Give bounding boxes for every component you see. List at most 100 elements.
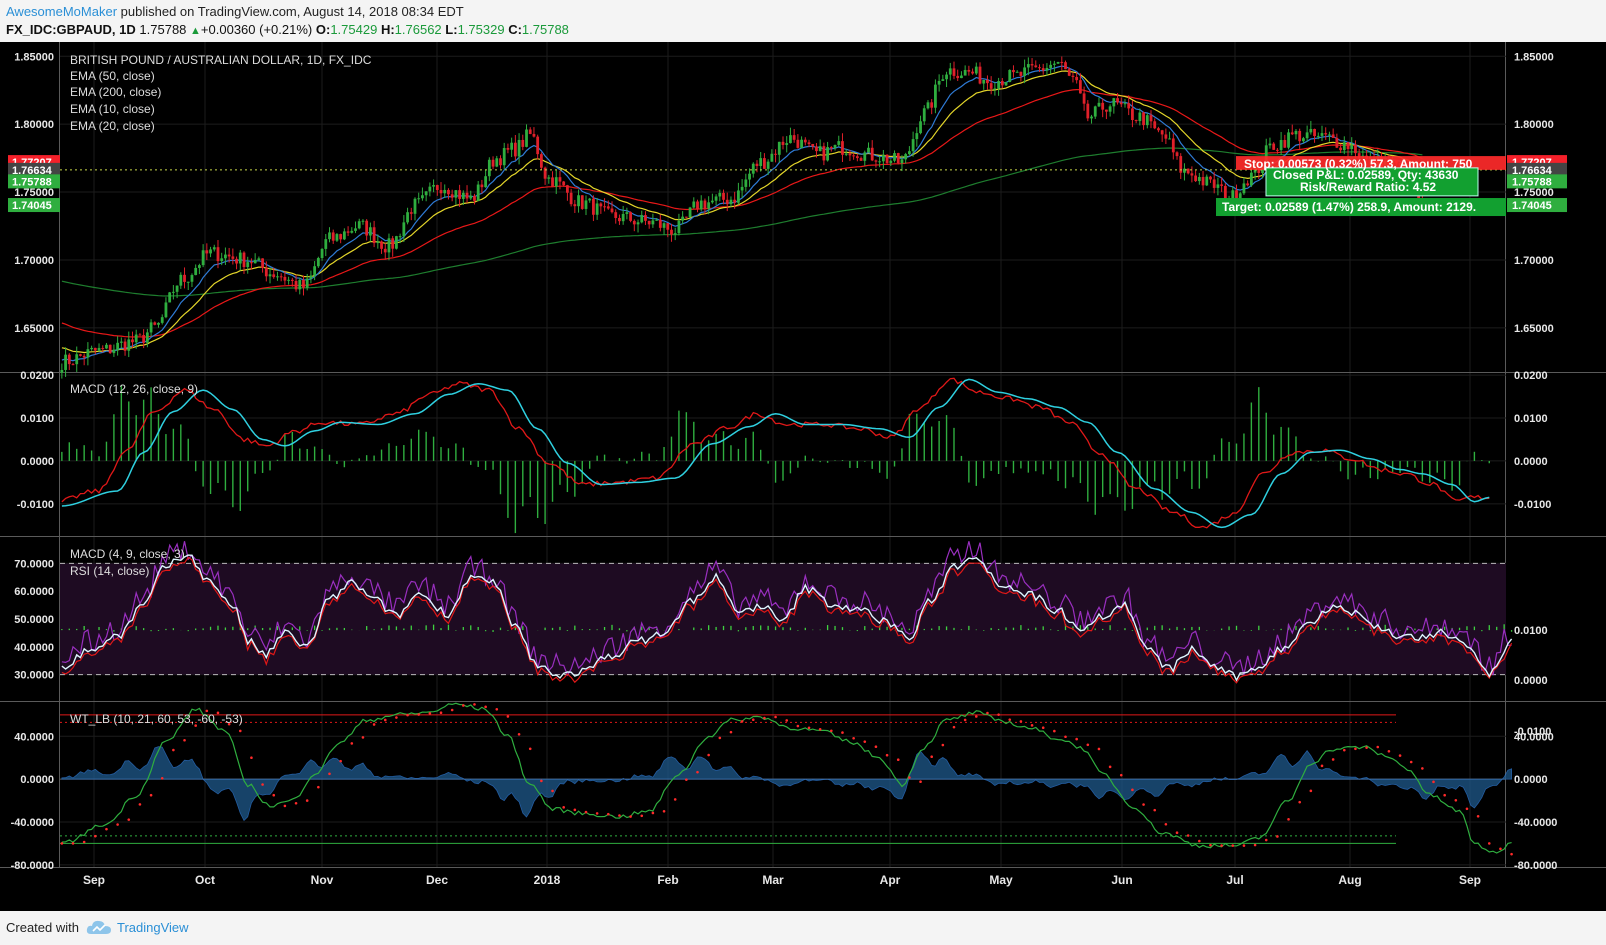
legend-ema10: EMA (10, close) [70, 102, 155, 116]
candle-body [517, 139, 521, 157]
candle-body [1186, 168, 1190, 174]
wt2-dot [1119, 773, 1123, 777]
candle-body [710, 200, 714, 203]
created-with-text: Created with [6, 920, 79, 935]
candle-body [1290, 132, 1294, 135]
candle-body [781, 141, 785, 145]
candle-body [67, 354, 71, 365]
x-tick-label: Feb [657, 873, 678, 887]
candle-body [1038, 67, 1041, 69]
wt2-dot [1376, 745, 1380, 749]
macd-tick-right: 0.0200 [1514, 370, 1548, 382]
candle-body [1313, 128, 1316, 137]
candle-body [1305, 132, 1309, 139]
macd2-signal-line [61, 556, 1513, 684]
rsi-tick-left: 40.0000 [14, 642, 54, 654]
candle-body [547, 177, 551, 179]
candle-body [896, 153, 900, 164]
candle-body [692, 201, 696, 208]
candle-body [1090, 116, 1093, 119]
macd-tick-right: -0.0100 [1514, 499, 1551, 511]
candle-body [1134, 120, 1138, 122]
candle-body [532, 133, 536, 137]
candle-body [618, 217, 621, 222]
tradingview-link[interactable]: TradingView [117, 920, 189, 935]
macd-tick-left: 0.0100 [20, 413, 54, 425]
pnl-box [1265, 167, 1479, 197]
candle-body [1071, 75, 1075, 77]
candle-body [64, 354, 67, 370]
wt-diff-area [61, 746, 1513, 822]
candle-body [859, 158, 863, 161]
wt-tick-left: 0.0000 [20, 774, 54, 786]
candle-body [1287, 132, 1290, 148]
author-link[interactable]: AwesomeMoMaker [6, 4, 118, 19]
left-price-label-text: 1.76634 [12, 165, 53, 177]
ema200-line [61, 147, 1423, 297]
candle-body [1060, 61, 1064, 63]
candle-body [1175, 152, 1179, 157]
wt2-dot [685, 778, 688, 781]
candle-body [867, 147, 870, 153]
candle-body [298, 279, 302, 290]
candle-body [1056, 61, 1060, 64]
candle-body [1201, 177, 1205, 186]
candle-body [1019, 71, 1023, 76]
candle-body [246, 262, 250, 268]
candle-body [588, 198, 592, 201]
candle-body [621, 213, 625, 222]
candle-body [499, 158, 502, 166]
rsi-pane [60, 541, 1513, 684]
candle-body [792, 135, 796, 140]
wt2-dot [1432, 780, 1435, 784]
chart-area[interactable]: Sep Oct Nov Dec 2018 Feb Mar Apr May Jun Jul Aug Sep… [0, 42, 1606, 911]
candle-body [941, 79, 945, 81]
candle-body [592, 198, 595, 215]
legends: BRITISH POUND / AUSTRALIAN DOLLAR, 1D, F… [70, 53, 372, 726]
price-label-text: 1.74045 [1512, 200, 1552, 212]
stop-label: Stop: 0.00573 (0.32%) 57.3, Amount: 750 [1244, 157, 1473, 171]
price-tick-right: 1.85000 [1514, 51, 1554, 63]
candle-body [1346, 142, 1350, 150]
position-tool[interactable]: Stop: 0.00573 (0.32%) 57.3, Amount: 750C… [1216, 156, 1506, 217]
candle-body [603, 206, 606, 208]
candle-body [432, 185, 435, 187]
candle-body [543, 167, 547, 179]
candle-body [848, 153, 852, 156]
candle-body [1078, 80, 1082, 94]
candle-body [354, 228, 357, 231]
candle-body [863, 152, 867, 161]
ratio-label: Risk/Reward Ratio: 4.52 [1300, 180, 1436, 194]
wt2-dot [1276, 835, 1279, 838]
open-value: 1.75429 [330, 22, 378, 37]
candle-body [632, 220, 636, 225]
candle-body [1242, 183, 1246, 194]
candle-body [1034, 65, 1038, 68]
wt1-line [61, 702, 1512, 854]
tradingview-cloud-icon [86, 920, 111, 934]
macd-tick-left: 0.0200 [20, 370, 54, 382]
wt2-dot [1131, 788, 1134, 792]
wt2-dot [562, 806, 565, 809]
wt2-dot [986, 711, 989, 715]
wt2-dot [1343, 748, 1346, 752]
candle-body [283, 276, 287, 281]
wt2-dot [105, 827, 108, 831]
wt2-dot [361, 736, 365, 739]
wt2-dot [763, 716, 766, 720]
candle-body [350, 230, 354, 233]
candle-body [1131, 108, 1134, 121]
close-value: 1.75788 [521, 22, 569, 37]
footer: Created with TradingView [0, 912, 1606, 945]
candle-body [1171, 138, 1175, 153]
candle-body [1142, 112, 1145, 126]
candle-body [956, 75, 960, 79]
candle-body [439, 190, 443, 194]
candle-body [398, 236, 402, 238]
wt2-dot [896, 758, 900, 761]
publish-info: published on TradingView.com, August 14,… [120, 4, 464, 19]
wt2-dot [428, 712, 432, 715]
candle-body [465, 192, 469, 199]
candle-body [554, 177, 558, 187]
symbol-name: FX_IDC:GBPAUD, 1D [6, 22, 136, 37]
